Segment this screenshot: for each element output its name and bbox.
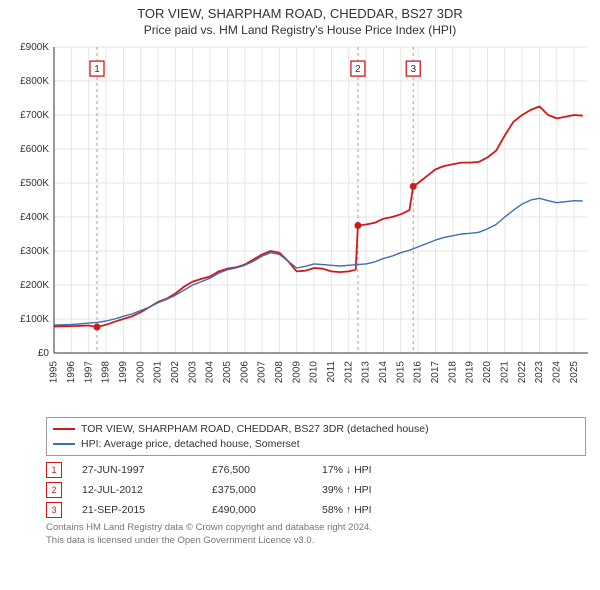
svg-text:£700K: £700K [20,110,49,121]
svg-text:3: 3 [410,64,416,75]
sale-date: 12-JUL-2012 [82,484,192,496]
svg-text:2024: 2024 [551,361,562,384]
sale-date: 27-JUN-1997 [82,464,192,476]
svg-text:1999: 1999 [118,361,129,384]
sale-date: 21-SEP-2015 [82,504,192,516]
svg-text:2001: 2001 [153,361,164,384]
svg-text:2023: 2023 [534,361,545,384]
svg-text:2010: 2010 [309,361,320,384]
svg-text:£800K: £800K [20,76,49,87]
footer-line: Contains HM Land Registry data © Crown c… [46,522,586,534]
sales-row: 2 12-JUL-2012 £375,000 39% ↑ HPI [46,482,586,498]
svg-text:2011: 2011 [326,361,337,383]
sales-row: 3 21-SEP-2015 £490,000 58% ↑ HPI [46,502,586,518]
svg-text:1997: 1997 [83,361,94,384]
legend-label: TOR VIEW, SHARPHAM ROAD, CHEDDAR, BS27 3… [81,422,429,437]
svg-text:2025: 2025 [569,361,580,384]
legend-swatch-blue [53,443,75,445]
sale-price: £375,000 [212,484,302,496]
title-line1: TOR VIEW, SHARPHAM ROAD, CHEDDAR, BS27 3… [6,6,594,21]
sale-hpi: 39% ↑ HPI [322,484,422,496]
line-chart: £0 £100K £200K £300K £400K £500K £600K £700K £80… [6,43,594,413]
svg-text:2002: 2002 [170,361,181,384]
svg-text:2021: 2021 [499,361,510,384]
svg-text:2008: 2008 [274,361,285,384]
svg-text:1995: 1995 [49,361,60,384]
svg-text:2012: 2012 [343,361,354,384]
title-line2: Price paid vs. HM Land Registry's House … [6,23,594,37]
svg-text:2022: 2022 [517,361,528,384]
sale-marker-icon: 2 [46,482,62,498]
svg-text:1: 1 [94,64,100,75]
sale-hpi: 17% ↓ HPI [322,464,422,476]
legend-item: TOR VIEW, SHARPHAM ROAD, CHEDDAR, BS27 3… [53,422,579,437]
chart-titles: TOR VIEW, SHARPHAM ROAD, CHEDDAR, BS27 3… [6,6,594,37]
sale-marker-icon: 3 [46,502,62,518]
svg-text:£200K: £200K [20,280,49,291]
sale-price: £490,000 [212,504,302,516]
svg-text:£600K: £600K [20,144,49,155]
svg-text:2020: 2020 [482,361,493,384]
legend-label: HPI: Average price, detached house, Some… [81,437,300,452]
svg-text:£400K: £400K [20,212,49,223]
sales-table: 1 27-JUN-1997 £76,500 17% ↓ HPI 2 12-JUL… [46,462,586,518]
legend: TOR VIEW, SHARPHAM ROAD, CHEDDAR, BS27 3… [46,417,586,456]
svg-text:2006: 2006 [239,361,250,384]
sale-price: £76,500 [212,464,302,476]
svg-text:£500K: £500K [20,178,49,189]
svg-text:2007: 2007 [257,361,268,384]
legend-item: HPI: Average price, detached house, Some… [53,437,579,452]
svg-text:2000: 2000 [135,361,146,384]
svg-text:£100K: £100K [20,314,49,325]
svg-text:2003: 2003 [187,361,198,384]
chart-area: £0 £100K £200K £300K £400K £500K £600K £700K £80… [6,43,594,413]
sale-marker-icon: 1 [46,462,62,478]
svg-text:1996: 1996 [66,361,77,384]
svg-text:2013: 2013 [361,361,372,384]
svg-text:2016: 2016 [413,361,424,384]
svg-text:2005: 2005 [222,361,233,384]
svg-text:2: 2 [355,64,361,75]
svg-text:1998: 1998 [101,361,112,384]
footer-line: This data is licensed under the Open Gov… [46,535,586,547]
svg-text:2015: 2015 [395,361,406,384]
legend-swatch-red [53,428,75,430]
svg-text:£300K: £300K [20,246,49,257]
svg-text:2004: 2004 [205,361,216,384]
svg-text:2009: 2009 [291,361,302,384]
footer: Contains HM Land Registry data © Crown c… [46,522,586,547]
svg-text:£900K: £900K [20,43,49,53]
svg-text:2018: 2018 [447,361,458,384]
svg-text:£0: £0 [38,348,50,359]
sale-hpi: 58% ↑ HPI [322,504,422,516]
svg-text:2014: 2014 [378,361,389,384]
svg-text:2017: 2017 [430,361,441,384]
svg-text:2019: 2019 [465,361,476,384]
sales-row: 1 27-JUN-1997 £76,500 17% ↓ HPI [46,462,586,478]
